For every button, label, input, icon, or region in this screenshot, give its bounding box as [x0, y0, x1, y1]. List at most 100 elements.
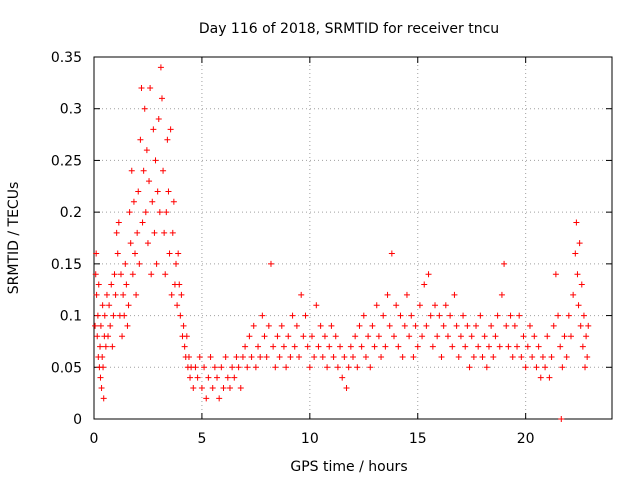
- data-point: [239, 353, 246, 360]
- data-point: [190, 384, 197, 391]
- data-point: [205, 374, 212, 381]
- data-point: [157, 64, 164, 71]
- data-point: [384, 291, 391, 298]
- data-point: [432, 302, 439, 309]
- data-point: [122, 260, 129, 267]
- data-point: [112, 291, 119, 298]
- data-point: [455, 353, 462, 360]
- data-point: [108, 281, 115, 288]
- data-point: [100, 395, 107, 402]
- data-point: [328, 322, 335, 329]
- data-point: [110, 312, 117, 319]
- data-point: [263, 353, 270, 360]
- data-point: [492, 333, 499, 340]
- data-point: [393, 302, 400, 309]
- data-point: [584, 353, 591, 360]
- data-point: [552, 271, 559, 278]
- axis-ticks: 0 5 10 15 20 0 0.05 0.1 0.15 0.2 0.25 0.3 0.35: [51, 50, 612, 447]
- data-point: [97, 322, 104, 329]
- data-point: [345, 364, 352, 371]
- data-point: [296, 353, 303, 360]
- data-point: [414, 343, 421, 350]
- data-point: [242, 343, 249, 350]
- data-point: [237, 384, 244, 391]
- data-point: [233, 353, 240, 360]
- data-point: [477, 312, 484, 319]
- data-point: [313, 302, 320, 309]
- data-point: [169, 229, 176, 236]
- x-tick-label: 0: [90, 431, 99, 447]
- data-point: [149, 198, 156, 205]
- y-tick-label: 0.35: [51, 50, 82, 66]
- data-point: [580, 312, 587, 319]
- data-point: [276, 353, 283, 360]
- data-point: [416, 302, 423, 309]
- data-point: [567, 333, 574, 340]
- data-point: [181, 343, 188, 350]
- y-tick-label: 0.05: [51, 360, 82, 376]
- data-point: [289, 312, 296, 319]
- data-point: [365, 333, 372, 340]
- data-point: [272, 364, 279, 371]
- data-point: [168, 291, 175, 298]
- x-tick-label: 20: [517, 431, 535, 447]
- data-point: [134, 229, 141, 236]
- data-point: [511, 322, 518, 329]
- data-point: [557, 343, 564, 350]
- data-point: [220, 384, 227, 391]
- data-point: [572, 250, 579, 257]
- data-point: [170, 198, 177, 205]
- data-point: [160, 167, 167, 174]
- data-point: [582, 364, 589, 371]
- data-point: [505, 343, 512, 350]
- data-point: [226, 384, 233, 391]
- data-point: [111, 271, 118, 278]
- grid-lines: [94, 57, 612, 419]
- data-point: [298, 291, 305, 298]
- data-point: [360, 312, 367, 319]
- data-point: [371, 343, 378, 350]
- data-point: [375, 333, 382, 340]
- data-point: [419, 333, 426, 340]
- data-point: [127, 240, 134, 247]
- data-point: [102, 343, 109, 350]
- data-point: [300, 333, 307, 340]
- data-point: [154, 188, 161, 195]
- data-point: [485, 343, 492, 350]
- y-tick-label: 0.25: [51, 153, 82, 169]
- data-point: [155, 116, 162, 123]
- data-point: [427, 312, 434, 319]
- data-point: [274, 333, 281, 340]
- data-point: [138, 85, 145, 92]
- data-point: [533, 364, 540, 371]
- data-point: [334, 364, 341, 371]
- data-point: [337, 343, 344, 350]
- data-point: [144, 240, 151, 247]
- data-point: [529, 353, 536, 360]
- data-point: [244, 364, 251, 371]
- data-point: [317, 322, 324, 329]
- data-point: [246, 333, 253, 340]
- data-point: [550, 322, 557, 329]
- data-point: [128, 167, 135, 174]
- data-point: [410, 353, 417, 360]
- data-point: [92, 322, 99, 329]
- data-point: [354, 364, 361, 371]
- data-point: [539, 353, 546, 360]
- data-point: [293, 322, 300, 329]
- data-point: [97, 343, 104, 350]
- data-point: [97, 374, 104, 381]
- data-point: [129, 271, 136, 278]
- data-point: [436, 312, 443, 319]
- data-point: [583, 333, 590, 340]
- data-point: [214, 374, 221, 381]
- data-point: [146, 178, 153, 185]
- data-point: [261, 333, 268, 340]
- data-point: [362, 353, 369, 360]
- data-point: [558, 416, 565, 422]
- data-point: [464, 322, 471, 329]
- data-point: [207, 353, 214, 360]
- data-point: [470, 353, 477, 360]
- data-point: [576, 240, 583, 247]
